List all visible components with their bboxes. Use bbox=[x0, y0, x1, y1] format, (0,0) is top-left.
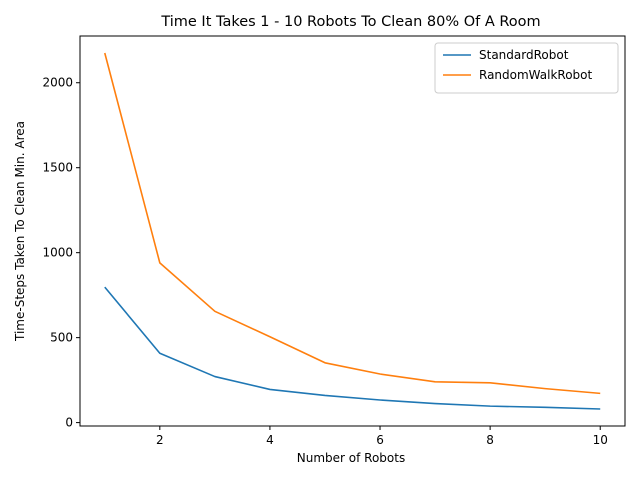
x-tick-label: 10 bbox=[593, 433, 608, 447]
x-tick-label: 4 bbox=[266, 433, 274, 447]
x-axis-label: Number of Robots bbox=[297, 451, 405, 465]
x-tick-label: 8 bbox=[486, 433, 494, 447]
x-tick-label: 6 bbox=[376, 433, 384, 447]
y-tick-label: 500 bbox=[50, 331, 73, 345]
y-tick-label: 1500 bbox=[42, 161, 73, 175]
axis-ticks: 2 4 6 8 10 0 500 1000 1500 2000 bbox=[42, 76, 607, 447]
legend-box bbox=[434, 42, 619, 94]
plot-frame bbox=[79, 35, 626, 427]
y-tick-label: 0 bbox=[65, 416, 73, 430]
data-series bbox=[103, 52, 601, 410]
y-axis-label: Time-Steps Taken To Clean Min. Area bbox=[13, 121, 27, 342]
series-line-standardrobot bbox=[104, 286, 601, 410]
chart-title: Time It Takes 1 - 10 Robots To Clean 80%… bbox=[160, 14, 540, 30]
series-line-randomwalkrobot bbox=[103, 52, 601, 395]
legend-label: RandomWalkRobot bbox=[479, 68, 593, 82]
legend-label: StandardRobot bbox=[479, 48, 569, 62]
y-tick-label: 1000 bbox=[42, 246, 73, 260]
x-tick-label: 2 bbox=[156, 433, 164, 447]
y-tick-label: 2000 bbox=[42, 76, 73, 90]
legend: StandardRobot RandomWalkRobot bbox=[434, 42, 619, 94]
